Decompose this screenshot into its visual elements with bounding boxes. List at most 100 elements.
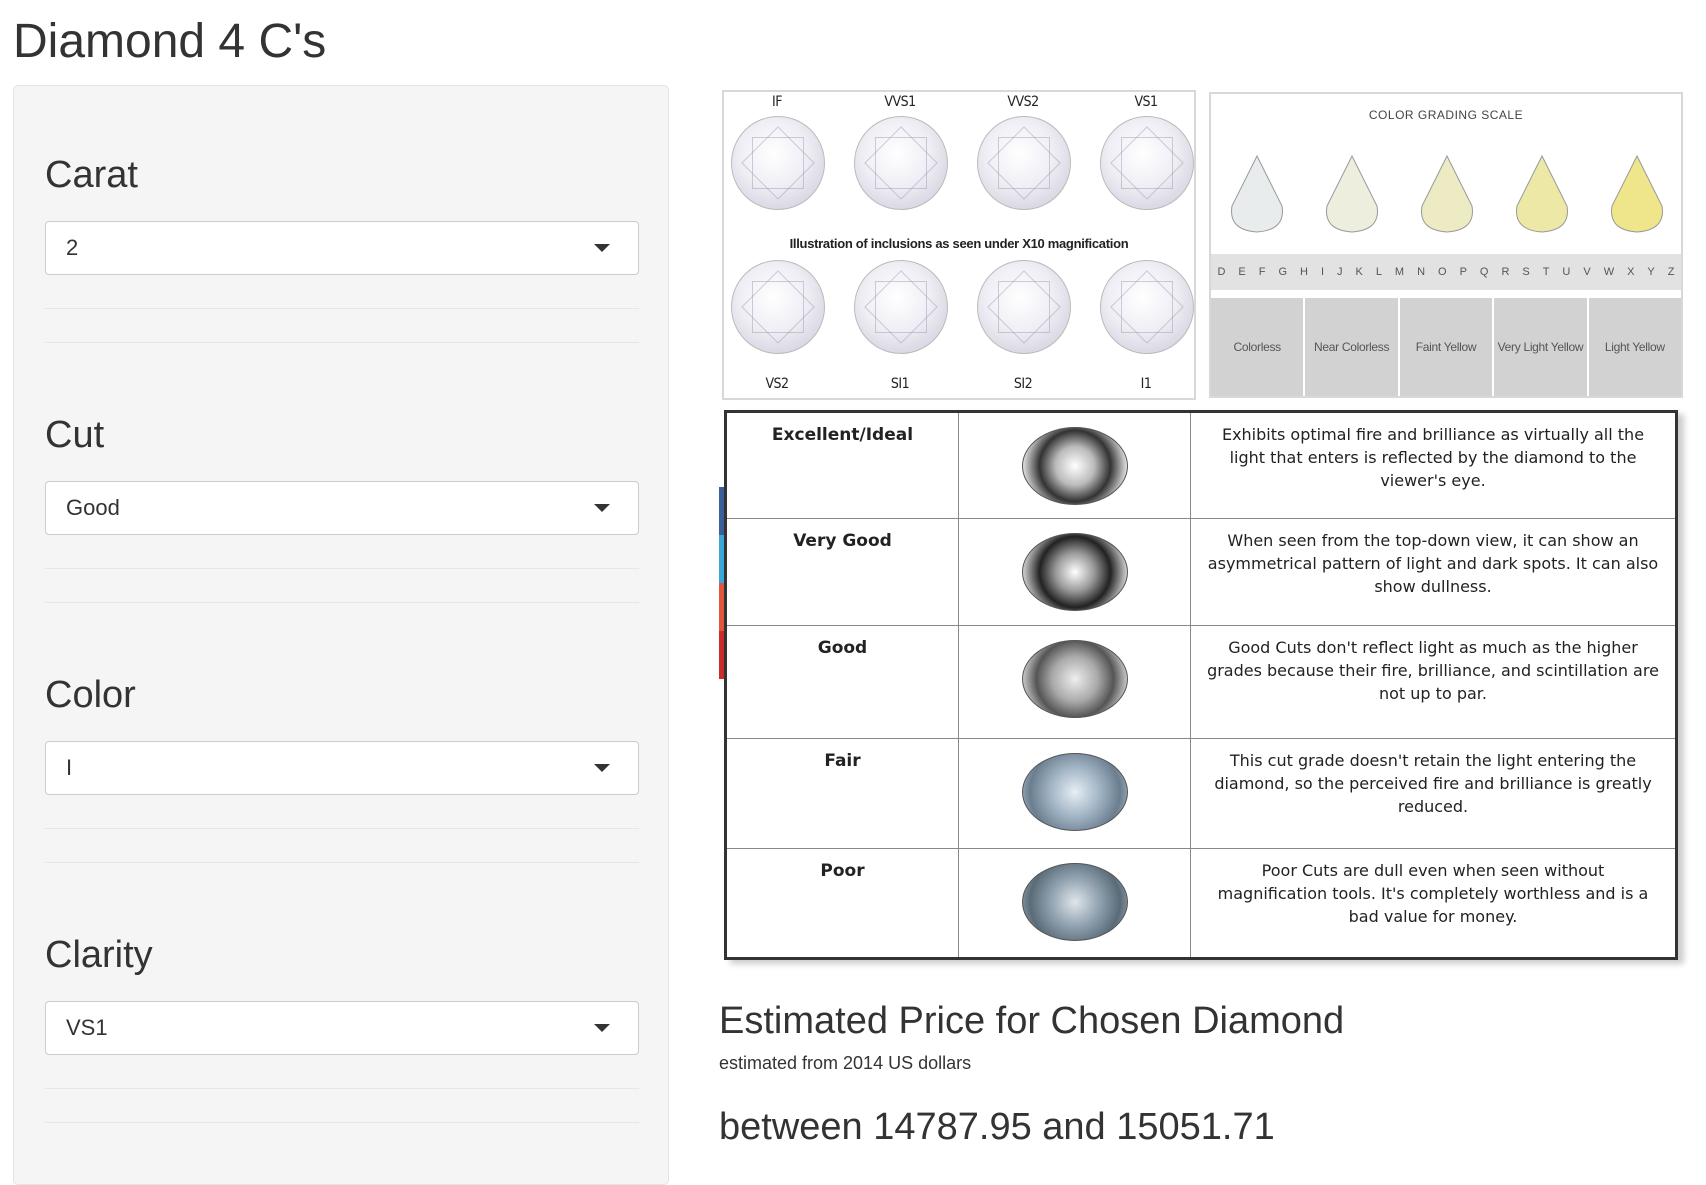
divider xyxy=(45,602,639,603)
cut-select[interactable]: Good xyxy=(45,481,639,535)
chevron-down-icon xyxy=(594,244,610,252)
color-grade-letter: V xyxy=(1583,266,1591,278)
clarity-grade-label: SI1 xyxy=(890,376,910,392)
clarity-grade-label: SI2 xyxy=(1013,376,1033,392)
clarity-illustration: IF VVS1 VVS2 VS1 Illustration of inclusi… xyxy=(722,90,1196,400)
chevron-down-icon xyxy=(594,504,610,512)
cut-image-cell xyxy=(958,518,1191,626)
color-grade-letter: Q xyxy=(1479,266,1489,278)
diamond-icon xyxy=(1021,427,1128,505)
diamond-icon xyxy=(1021,533,1128,611)
diamond-icon xyxy=(977,116,1071,210)
cut-field: Cut Good xyxy=(45,411,639,535)
color-select[interactable]: I xyxy=(45,741,639,795)
color-grade-letter: H xyxy=(1300,266,1308,278)
diamond-icon xyxy=(1100,116,1194,210)
cut-description: Exhibits optimal fire and brilliance as … xyxy=(1190,411,1677,519)
divider xyxy=(45,568,639,569)
color-grade-letter: P xyxy=(1459,266,1467,278)
diamond-icon xyxy=(854,260,948,354)
color-value: I xyxy=(66,755,73,780)
cut-image-cell xyxy=(958,411,1191,519)
sidebar-panel: Carat 2 Cut Good Color I Clarity VS1 xyxy=(13,85,669,1185)
diamond-drop-icon xyxy=(1231,154,1283,233)
clarity-grade-label: VVS2 xyxy=(1007,94,1039,110)
cut-grade-table: Excellent/Ideal Exhibits optimal fire an… xyxy=(724,410,1678,960)
divider xyxy=(45,1088,639,1089)
table-row: Fair This cut grade doesn't retain the l… xyxy=(725,738,1677,849)
color-grade-letter: W xyxy=(1603,266,1615,278)
clarity-value: VS1 xyxy=(66,1015,108,1040)
table-row: Very Good When seen from the top-down vi… xyxy=(725,518,1677,626)
cut-description: Good Cuts don't reflect light as much as… xyxy=(1190,625,1677,739)
color-grade-letter: R xyxy=(1501,266,1510,278)
color-grade-letter: E xyxy=(1238,266,1246,278)
color-grade-letter: N xyxy=(1417,266,1426,278)
color-scale-title: COLOR GRADING SCALE xyxy=(1368,108,1524,122)
price-estimate: between 14787.95 and 15051.71 xyxy=(719,1106,1275,1148)
color-grade-letter: I xyxy=(1320,266,1325,278)
diamond-drop-icon xyxy=(1611,154,1663,233)
diamond-icon xyxy=(1021,753,1128,831)
color-grade-letter: F xyxy=(1258,266,1266,278)
diamond-icon xyxy=(854,116,948,210)
app-title: Diamond 4 C's xyxy=(13,15,327,68)
color-grade-letter: Z xyxy=(1667,266,1675,278)
color-label: Color xyxy=(45,674,136,716)
clarity-select[interactable]: VS1 xyxy=(45,1001,639,1055)
cut-grade-name: Very Good xyxy=(725,518,959,626)
color-grade-letter: K xyxy=(1355,266,1363,278)
result-title: Estimated Price for Chosen Diamond xyxy=(719,1000,1345,1042)
cut-grade-name: Fair xyxy=(725,738,959,849)
color-group-label: Faint Yellow xyxy=(1399,298,1493,396)
carat-value: 2 xyxy=(66,235,79,260)
chevron-down-icon xyxy=(594,764,610,772)
diamond-drop-icon xyxy=(1326,154,1378,233)
result-note: estimated from 2014 US dollars xyxy=(719,1053,972,1073)
color-grade-letter: O xyxy=(1438,266,1447,278)
color-group-label: Very Light Yellow xyxy=(1494,298,1587,396)
cut-accent-stripe xyxy=(719,631,726,679)
diamond-icon xyxy=(731,260,825,354)
color-grade-letter: L xyxy=(1375,266,1382,278)
clarity-grade-label: VS2 xyxy=(765,376,789,392)
diamond-icon xyxy=(1021,863,1128,941)
divider xyxy=(45,862,639,863)
color-grade-letter: D xyxy=(1217,266,1226,278)
clarity-grade-label: VVS1 xyxy=(884,94,916,110)
clarity-grade-label: IF xyxy=(772,94,782,110)
color-group-label: Near Colorless xyxy=(1305,298,1398,396)
cut-label: Cut xyxy=(45,414,105,456)
cut-grade-name: Good xyxy=(725,625,959,739)
chevron-down-icon xyxy=(594,1024,610,1032)
cut-image-cell xyxy=(958,625,1191,739)
diamond-icon xyxy=(1100,260,1194,354)
cut-grade-name: Excellent/Ideal xyxy=(725,411,959,519)
carat-label: Carat xyxy=(45,154,138,196)
color-grade-letter: T xyxy=(1542,266,1550,278)
cut-description: When seen from the top-down view, it can… xyxy=(1190,518,1677,626)
color-grade-letter: M xyxy=(1394,266,1405,278)
color-grade-letter: G xyxy=(1278,266,1288,278)
carat-field: Carat 2 xyxy=(45,151,639,275)
color-grade-letter: S xyxy=(1522,266,1530,278)
table-row: Good Good Cuts don't reflect light as mu… xyxy=(725,625,1677,739)
divider xyxy=(45,308,639,309)
color-grade-letter: X xyxy=(1627,266,1635,278)
color-grade-letter: Y xyxy=(1647,266,1655,278)
carat-select[interactable]: 2 xyxy=(45,221,639,275)
clarity-grade-label: I1 xyxy=(1140,376,1152,392)
table-row: Excellent/Ideal Exhibits optimal fire an… xyxy=(725,411,1677,519)
color-group-label: Colorless xyxy=(1211,298,1304,396)
diamond-drop-icon xyxy=(1516,154,1568,233)
table-row: Poor Poor Cuts are dull even when seen w… xyxy=(725,848,1677,959)
clarity-label: Clarity xyxy=(45,934,153,976)
diamond-icon xyxy=(977,260,1071,354)
divider xyxy=(45,828,639,829)
cut-image-cell xyxy=(958,738,1191,849)
cut-description: Poor Cuts are dull even when seen withou… xyxy=(1190,848,1677,959)
clarity-grade-label: VS1 xyxy=(1134,94,1158,110)
diamond-drop-icon xyxy=(1421,154,1473,233)
